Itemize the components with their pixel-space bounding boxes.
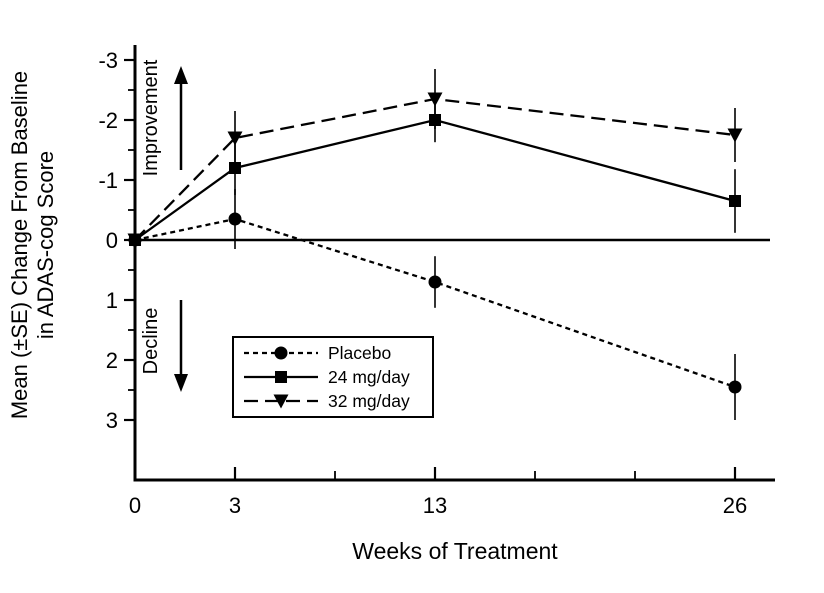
y-axis-title-line1: Mean (±SE) Change From Baseline [7,70,32,420]
y-tick-label: -3 [98,48,118,73]
legend-label: 32 mg/day [328,391,410,411]
circle-marker [274,346,288,360]
y-axis-title-line2: in ADAS-cog Score [33,150,58,340]
y-tick-label: 2 [106,348,118,373]
triangle-down-marker [727,128,743,143]
triangle-down-marker [427,92,443,107]
square-marker [229,162,241,174]
y-axis-ticks: -3 -2 -1 0 1 2 3 [98,48,135,433]
circle-marker [728,380,742,394]
y-tick-label: -1 [98,168,118,193]
series-32-mg-day [127,69,743,263]
circle-marker [428,275,442,289]
series-line [134,97,736,241]
series-placebo [128,189,742,420]
x-axis-title: Weeks of Treatment [352,538,558,564]
legend-label: Placebo [328,343,391,363]
improvement-label: Improvement [140,59,162,177]
legend: Placebo 24 mg/day 32 mg/day [232,336,434,418]
x-tick-label: 13 [423,493,447,518]
circle-marker [228,212,242,226]
triangle-down-marker [127,233,143,248]
y-axis-title: Mean (±SE) Change From Baseline in ADAS-… [7,10,59,480]
y-tick-label: 1 [106,288,118,313]
y-tick-label: 0 [106,228,118,253]
x-tick-label: 0 [129,493,141,518]
x-tick-label: 3 [229,493,241,518]
y-tick-label: -2 [98,108,118,133]
y-tick-label: 3 [106,408,118,433]
improvement-arrowhead [174,66,188,84]
decline-label: Decline [140,307,162,375]
axes [133,45,775,482]
x-tick-label: 26 [723,493,747,518]
decline-arrowhead [174,374,188,392]
square-marker [275,371,287,383]
square-marker [729,195,741,207]
triangle-down-marker [227,131,243,146]
triangle-down-marker [273,394,289,409]
legend-label: 24 mg/day [328,367,410,387]
x-axis-ticks: 0 3 13 26 [129,467,747,518]
series-line [134,118,736,241]
annotation-arrows [174,66,188,392]
series-line [134,217,736,389]
